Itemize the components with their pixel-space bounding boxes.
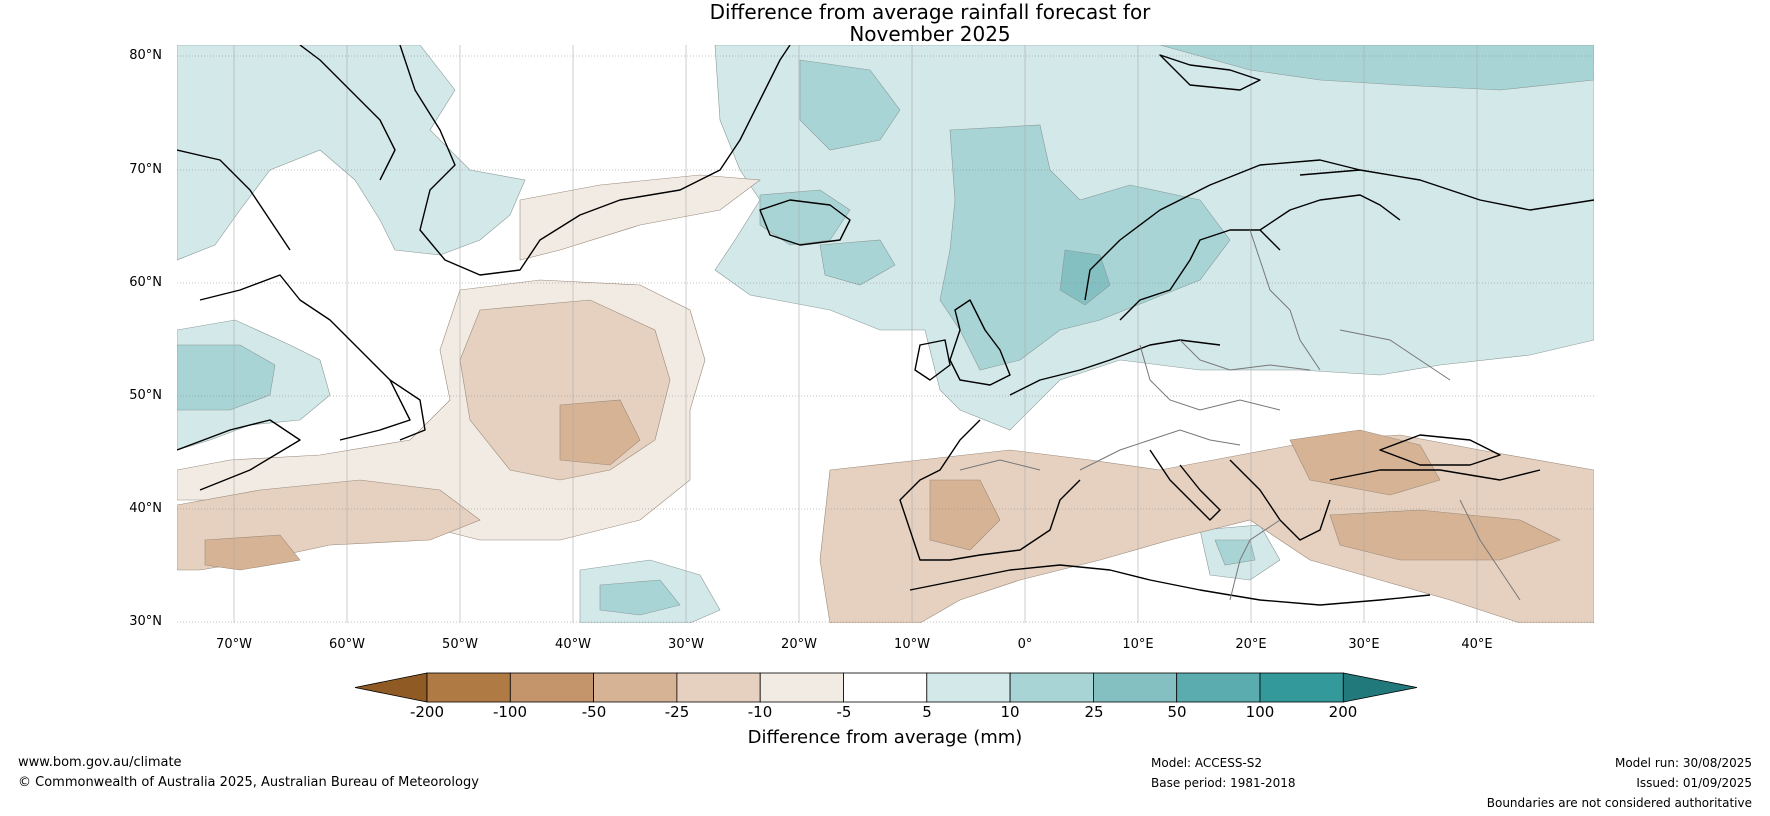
coast-iceland — [759, 199, 851, 246]
colorbar-tick: 5 — [922, 703, 932, 721]
colorbar-tick: 200 — [1328, 703, 1358, 721]
coast-balkans-greece — [1229, 459, 1331, 541]
colorbar-tick: -100 — [492, 703, 528, 721]
wet-region-mediterranean-core — [1214, 539, 1256, 566]
lon-label-30w: 30°W — [668, 637, 704, 652]
coast-greenland — [399, 45, 791, 276]
coast-uk-britain — [949, 299, 1011, 386]
coast-russia-arctic — [1299, 169, 1594, 211]
lon-label-40w: 40°W — [555, 637, 591, 652]
lat-label-40n: 40°N — [129, 501, 162, 516]
colorbar-segment — [593, 672, 678, 703]
footer-disclaimer: Boundaries are not considered authoritat… — [1486, 796, 1752, 810]
coast-turkey — [1329, 469, 1541, 481]
coast-norway — [1084, 159, 1361, 301]
footer-base-period: Base period: 1981-2018 — [1151, 776, 1296, 790]
colorbar-tick: -10 — [747, 703, 773, 721]
dry-region-anatolia — [1289, 429, 1441, 496]
graticule — [177, 55, 1594, 623]
wet-region-norway-core — [799, 59, 901, 151]
map-title-line1: Difference from average rainfall forecas… — [709, 0, 1151, 24]
colorbar-segment — [426, 672, 511, 703]
colorbar-tick: -25 — [664, 703, 690, 721]
coast-north-africa — [909, 564, 1431, 606]
lon-label-20e: 20°E — [1235, 637, 1267, 652]
footer-model-run: Model run: 30/08/2025 — [1614, 756, 1752, 770]
colorbar — [354, 672, 1418, 703]
wet-region-northwest — [177, 45, 526, 261]
wet-region-west-core — [177, 344, 276, 411]
colorbar-tick: -200 — [409, 703, 445, 721]
lat-label-50n: 50°N — [129, 388, 162, 403]
coast-nova-scotia — [177, 419, 301, 491]
footer-issued: Issued: 01/09/2025 — [1636, 776, 1752, 790]
colorbar-segment — [1259, 672, 1344, 703]
coast-ireland — [914, 339, 951, 381]
coast-greenland-west — [299, 45, 396, 181]
colorbar-segment — [843, 672, 928, 703]
lat-label-70n: 70°N — [129, 162, 162, 177]
colorbar-segment — [1176, 672, 1261, 703]
wet-region-atlantic — [819, 239, 896, 286]
wet-region-norway-dark — [1059, 249, 1111, 306]
coast-canada-arctic — [177, 149, 291, 251]
footer-copyright: © Commonwealth of Australia 2025, Austra… — [18, 775, 479, 790]
dry-region-med-east-core — [1329, 509, 1561, 561]
colorbar-segment — [676, 672, 761, 703]
coast-labrador — [199, 274, 411, 441]
coast-black-sea — [1379, 434, 1501, 466]
colorbar-tick: 50 — [1167, 703, 1187, 721]
colorbar-tick: -5 — [836, 703, 852, 721]
dry-region-west-core — [204, 534, 301, 571]
footer-model: Model: ACCESS-S2 — [1151, 756, 1263, 770]
lon-label-50w: 50°W — [442, 637, 478, 652]
lat-label-30n: 30°N — [129, 614, 162, 629]
colorbar-tick: 25 — [1084, 703, 1104, 721]
lon-label-0: 0° — [1017, 637, 1033, 652]
colorbar-segment — [1009, 672, 1094, 703]
colorbar-extend-high — [1342, 672, 1418, 703]
lon-label-40e: 40°E — [1461, 637, 1493, 652]
coast-finland — [1259, 194, 1401, 231]
colorbar-segment — [1093, 672, 1178, 703]
footer-website: www.bom.gov.au/climate — [18, 755, 182, 770]
coast-baltic-sweden — [1119, 229, 1281, 321]
lon-label-70w: 70°W — [216, 637, 252, 652]
coast-italy — [1149, 449, 1221, 521]
colorbar-tick: 10 — [1000, 703, 1020, 721]
lat-label-60n: 60°N — [129, 275, 162, 290]
lat-label-80n: 80°N — [129, 48, 162, 63]
colorbar-segment — [509, 672, 594, 703]
wet-region-scandinavia — [939, 124, 1231, 371]
colorbar-tick: -50 — [581, 703, 607, 721]
coast-svalbard — [1159, 54, 1261, 91]
lon-label-10w: 10°W — [894, 637, 930, 652]
dry-region-atlantic-core — [559, 399, 641, 466]
meridians — [233, 45, 1478, 623]
lon-label-30e: 30°E — [1348, 637, 1380, 652]
coast-newfoundland — [389, 379, 426, 441]
map-title-line2: November 2025 — [849, 22, 1011, 46]
dry-region-greenland-coast — [519, 174, 761, 261]
coastlines — [177, 45, 1594, 606]
colorbar-segment — [759, 672, 844, 703]
wet-anomaly-regions — [177, 45, 1594, 623]
wet-region-iceland — [759, 189, 851, 246]
coast-france-iberia — [899, 419, 1081, 561]
map-area — [177, 45, 1594, 623]
colorbar-tick: 100 — [1245, 703, 1275, 721]
lon-label-10e: 10°E — [1122, 637, 1154, 652]
lon-label-60w: 60°W — [329, 637, 365, 652]
wet-region-southwest-core — [599, 579, 681, 616]
colorbar-segment — [926, 672, 1011, 703]
colorbar-extend-low — [354, 672, 428, 703]
lon-label-20w: 20°W — [781, 637, 817, 652]
national-borders — [959, 229, 1521, 601]
dry-region-iberia-core — [929, 479, 1001, 551]
colorbar-label: Difference from average (mm) — [747, 727, 1023, 748]
